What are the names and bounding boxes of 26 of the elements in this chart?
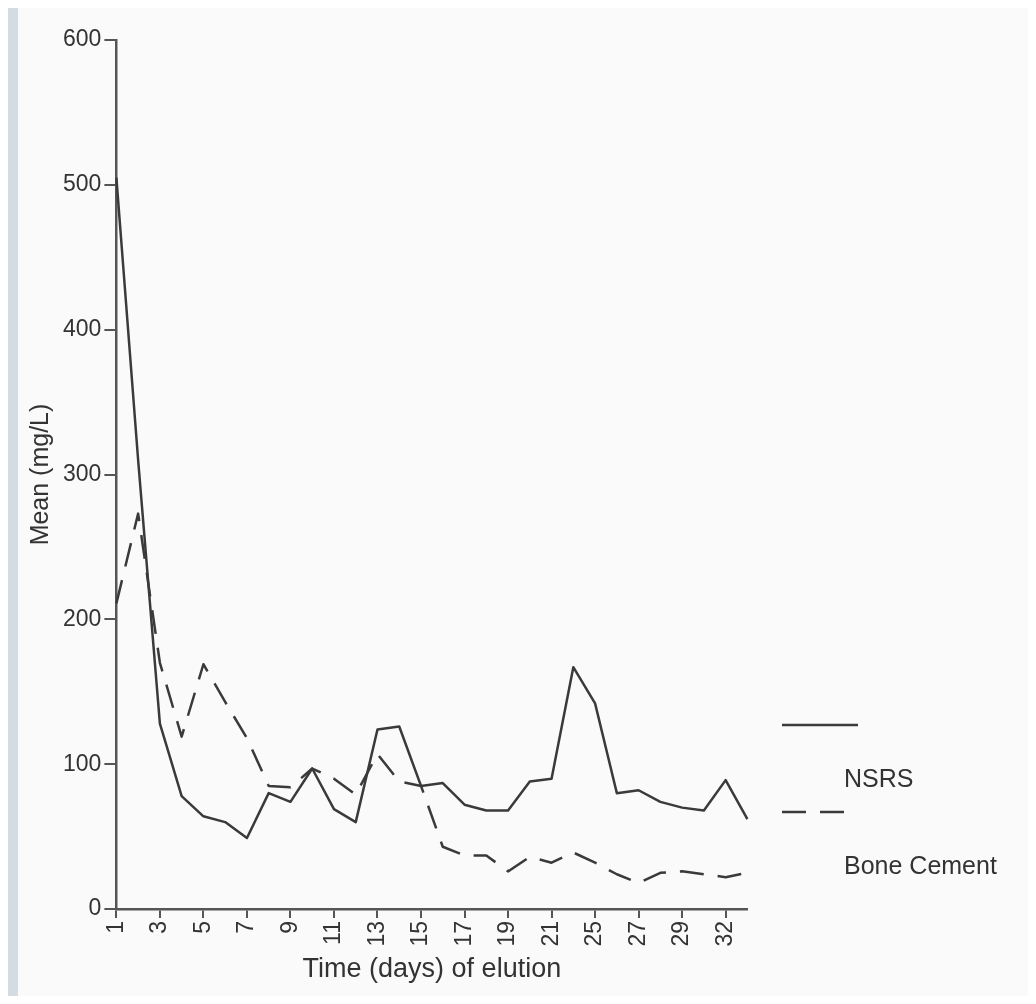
x-axis-title: Time (days) of elution: [302, 953, 562, 984]
x-tick-label: 5: [188, 921, 215, 934]
x-tick-label: 13: [362, 921, 389, 947]
x-tick-label: 7: [232, 921, 259, 934]
y-tick-label: 100: [63, 749, 102, 776]
x-tick-label: 11: [319, 921, 346, 945]
text: Bone Cement: [844, 851, 998, 880]
x-tick-label: 1: [101, 921, 128, 934]
text: NSRS: [844, 764, 915, 793]
y-tick-label: 400: [63, 315, 102, 342]
x-tick-label: 29: [667, 921, 694, 947]
x-tick-label: 25: [580, 921, 607, 947]
x-tick-label: 3: [145, 921, 172, 934]
y-tick-label: 0: [88, 894, 102, 921]
x-tick-label: 17: [449, 921, 476, 947]
y-tick-label: 300: [63, 459, 102, 486]
y-tick-label: 200: [63, 604, 102, 631]
x-tick-label: 19: [493, 921, 520, 947]
x-tick-label: 27: [623, 921, 650, 947]
x-tick-label: 32: [710, 921, 737, 947]
x-tick-label: 15: [406, 921, 433, 947]
y-tick-label: 500: [63, 170, 102, 197]
y-axis-title: Mean (mg/L): [24, 403, 53, 546]
y-tick-label: 600: [63, 25, 102, 52]
x-tick-label: 9: [275, 921, 302, 934]
x-tick-label: 21: [536, 921, 563, 947]
